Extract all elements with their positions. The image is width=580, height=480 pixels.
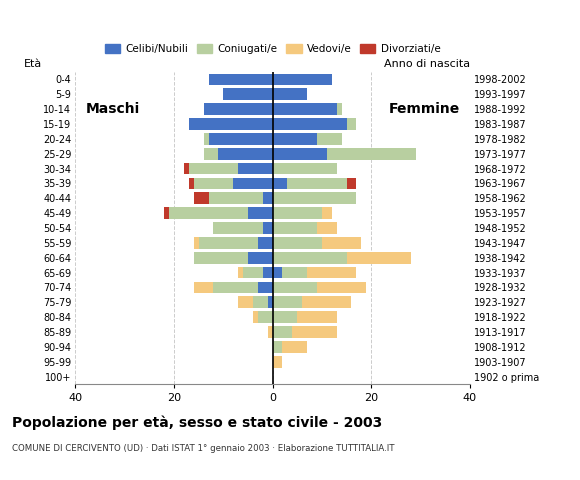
Bar (263, 222, 273, 234)
Bar (204, 103, 273, 115)
Bar (273, 103, 337, 115)
Bar (238, 267, 243, 278)
Bar (273, 312, 297, 323)
Bar (189, 163, 238, 174)
Bar (164, 207, 169, 219)
Bar (273, 148, 327, 159)
Bar (273, 207, 322, 219)
Bar (268, 297, 273, 308)
Bar (302, 297, 351, 308)
Bar (322, 237, 361, 249)
Bar (223, 88, 273, 100)
Bar (273, 356, 282, 368)
Bar (253, 312, 258, 323)
Bar (273, 192, 356, 204)
Bar (209, 133, 273, 144)
Bar (327, 148, 415, 159)
Bar (273, 163, 337, 174)
Bar (347, 118, 356, 130)
Bar (258, 237, 273, 249)
Bar (282, 267, 307, 278)
Text: Anno di nascita: Anno di nascita (384, 59, 470, 69)
Bar (248, 252, 273, 264)
Bar (238, 163, 273, 174)
Bar (307, 267, 356, 278)
Bar (194, 237, 198, 249)
Bar (317, 282, 367, 293)
Bar (253, 297, 268, 308)
Bar (317, 133, 342, 144)
Bar (219, 148, 273, 159)
Bar (204, 148, 219, 159)
Legend: Celibi/Nubili, Coniugati/e, Vedovi/e, Divorziati/e: Celibi/Nubili, Coniugati/e, Vedovi/e, Di… (100, 40, 445, 59)
Bar (194, 178, 233, 189)
Bar (213, 222, 263, 234)
Bar (198, 237, 258, 249)
Bar (273, 73, 332, 85)
Bar (337, 103, 342, 115)
Bar (189, 178, 194, 189)
Bar (282, 341, 307, 353)
Bar (273, 222, 317, 234)
Bar (184, 163, 189, 174)
Bar (194, 282, 213, 293)
Bar (273, 237, 322, 249)
Bar (273, 88, 307, 100)
Bar (268, 326, 273, 338)
Bar (213, 282, 258, 293)
Bar (209, 192, 263, 204)
Bar (238, 297, 253, 308)
Text: Femmine: Femmine (389, 102, 460, 116)
Bar (189, 118, 273, 130)
Bar (209, 73, 273, 85)
Bar (258, 282, 273, 293)
Bar (347, 252, 411, 264)
Bar (322, 207, 332, 219)
Bar (297, 312, 336, 323)
Bar (169, 207, 248, 219)
Text: Maschi: Maschi (85, 102, 140, 116)
Bar (317, 222, 337, 234)
Bar (273, 133, 317, 144)
Bar (273, 282, 317, 293)
Bar (194, 192, 209, 204)
Bar (273, 267, 282, 278)
Bar (273, 252, 347, 264)
Text: Popolazione per età, sesso e stato civile - 2003: Popolazione per età, sesso e stato civil… (12, 415, 382, 430)
Bar (273, 118, 347, 130)
Bar (263, 267, 273, 278)
Text: COMUNE DI CERCIVENTO (UD) · Dati ISTAT 1° gennaio 2003 · Elaborazione TUTTITALIA: COMUNE DI CERCIVENTO (UD) · Dati ISTAT 1… (12, 444, 394, 453)
Bar (273, 326, 292, 338)
Bar (292, 326, 337, 338)
Bar (347, 178, 356, 189)
Bar (194, 252, 248, 264)
Bar (243, 267, 263, 278)
Bar (288, 178, 347, 189)
Bar (258, 312, 273, 323)
Bar (273, 297, 302, 308)
Bar (233, 178, 273, 189)
Bar (204, 133, 209, 144)
Bar (273, 341, 282, 353)
Bar (263, 192, 273, 204)
Text: Età: Età (24, 59, 42, 69)
Bar (248, 207, 273, 219)
Bar (273, 178, 288, 189)
